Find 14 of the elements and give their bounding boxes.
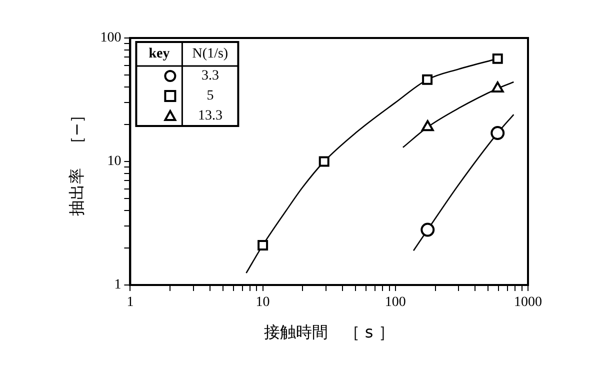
legend-label: 3.3 bbox=[201, 68, 219, 84]
y-tick-label: 10 bbox=[107, 154, 122, 170]
x-axis-title: 接触時間 ［ s ］ bbox=[264, 322, 394, 342]
x-tick-label: 1000 bbox=[514, 295, 542, 310]
y-tick-label: 1 bbox=[114, 278, 122, 293]
x-tick-label: 1 bbox=[126, 295, 134, 310]
x-tick-label: 100 bbox=[384, 295, 406, 310]
x-tick-label: 10 bbox=[256, 295, 270, 310]
legend-label: 5 bbox=[206, 88, 214, 104]
y-axis-title: 抽出率 ［−］ bbox=[66, 106, 86, 216]
y-tick-label: 100 bbox=[100, 30, 122, 46]
annotation: key bbox=[148, 46, 170, 62]
legend-title: N(1/s) bbox=[192, 46, 228, 62]
legend-label: 13.3 bbox=[198, 108, 222, 124]
